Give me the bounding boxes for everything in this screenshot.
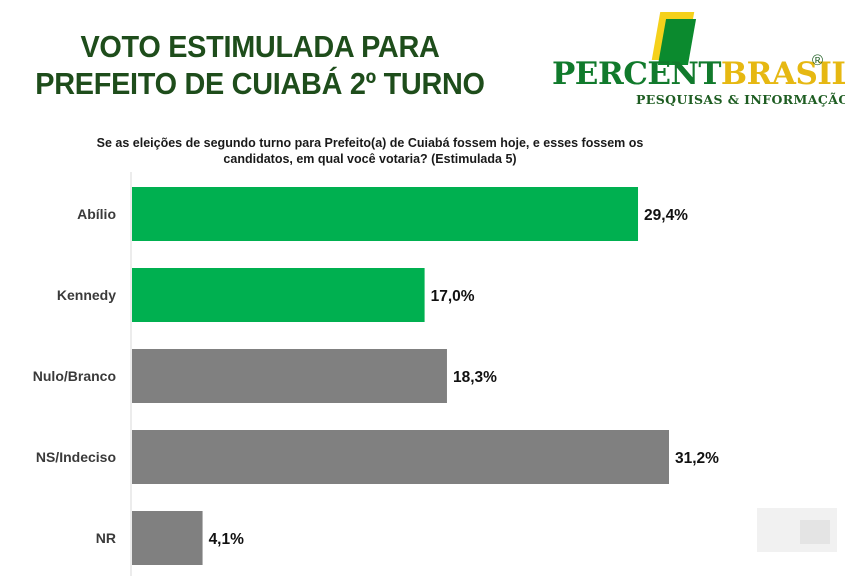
logo-word-percent: PERCENT [552,56,721,92]
bars-group: Abílio 29,4% Kennedy 17,0% Nulo/Branco 18,3% N… [33,187,719,565]
value-label: 17,0% [431,288,475,305]
category-label: NS/Indeciso [36,449,116,465]
category-label: Kennedy [57,287,116,303]
title-line-1: VOTO ESTIMULADA PARA [80,29,440,64]
value-label: 29,4% [644,207,688,224]
value-label: 4,1% [209,531,245,548]
title-line-2: PREFEITO DE CUIABÁ 2º TURNO [35,66,485,101]
bar [132,268,425,322]
category-label: Nulo/Branco [33,368,116,384]
category-label: Abílio [77,206,116,222]
category-label: NR [96,530,116,546]
percentbrasil-logo: PERCENTBRASIL ® PESQUISAS & INFORMAÇÃO [550,12,845,112]
logo-registered-mark: ® [812,52,824,69]
value-label: 18,3% [453,369,497,386]
survey-question: Se as eleições de segundo turno para Pre… [0,135,740,167]
bar [132,511,203,565]
logo-word-brasil: BRASIL [720,56,845,92]
logo-wordmark: PERCENTBRASIL [552,56,845,92]
question-line-1: Se as eleições de segundo turno para Pre… [96,136,644,150]
bar [132,187,639,241]
bar [132,430,669,484]
watermark-patch-inner [800,520,830,544]
chart-title: VOTO ESTIMULADA PARA PREFEITO DE CUIABÁ … [18,28,502,102]
question-line-2: candidatos, em qual você votaria? (Estim… [223,152,517,166]
logo-subtitle: PESQUISAS & INFORMAÇÃO [636,92,845,107]
value-label: 31,2% [675,450,719,467]
bar [132,349,447,403]
